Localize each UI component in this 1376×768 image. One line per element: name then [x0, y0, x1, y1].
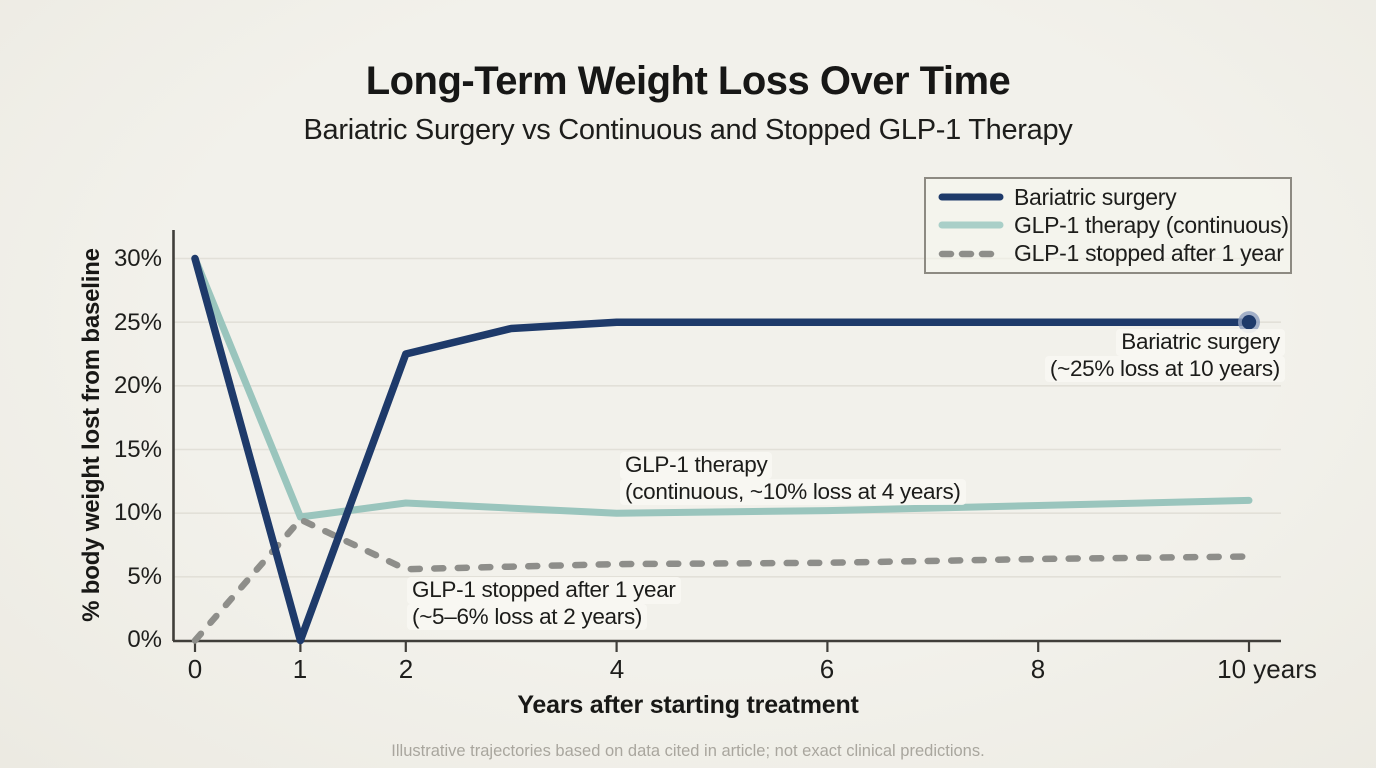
- legend: Bariatric surgery GLP-1 therapy (continu…: [924, 177, 1292, 274]
- solid-line-icon: [938, 193, 1004, 201]
- y-tick-10: 10%: [113, 499, 162, 526]
- chart-subtitle: Bariatric Surgery vs Continuous and Stop…: [303, 114, 1073, 146]
- legend-item-glp1-stopped: GLP-1 stopped after 1 year: [938, 240, 1290, 268]
- legend-item-glp1-continuous: GLP-1 therapy (continuous): [938, 211, 1290, 239]
- series-line: [191, 255, 1253, 521]
- dashed-line-icon: [938, 250, 1004, 258]
- solid-line-icon: [938, 221, 1004, 229]
- y-tick-0: 0%: [127, 626, 162, 653]
- legend-label: Bariatric surgery: [1014, 183, 1177, 210]
- x-tick-8: 8: [1030, 654, 1046, 684]
- annotation-line: (~25% loss at 10 years): [1044, 355, 1285, 382]
- annotation-glp1-stopped: GLP-1 stopped after 1 year (~5–6% loss a…: [407, 577, 681, 630]
- y-axis-title: % body weight lost from baseline: [78, 248, 105, 622]
- x-tick-6: 6: [819, 654, 835, 684]
- annotation-line: Bariatric surgery: [1116, 329, 1285, 356]
- x-tick-2: 2: [398, 654, 414, 684]
- y-tick-5: 5%: [127, 563, 162, 590]
- legend-item-bariatric: Bariatric surgery: [938, 183, 1290, 211]
- series-line: [191, 254, 1253, 645]
- x-axis-title: Years after starting treatment: [517, 691, 859, 719]
- annotation-line: GLP-1 stopped after 1 year: [407, 577, 681, 604]
- x-tick-10-years: 10 years: [1217, 654, 1317, 684]
- footer-note: Illustrative trajectories based on data …: [391, 742, 985, 760]
- annotation-glp1-continuous: GLP-1 therapy (continuous, ~10% loss at …: [620, 452, 966, 505]
- annotation-line: (~5–6% loss at 2 years): [407, 603, 648, 630]
- annotation-line: (continuous, ~10% loss at 4 years): [620, 478, 966, 505]
- y-tick-25: 25%: [113, 308, 162, 336]
- end-dot: [1241, 314, 1257, 330]
- x-tick-1: 1: [292, 654, 308, 684]
- y-tick-20: 20%: [113, 372, 162, 399]
- series-line: [191, 516, 1253, 644]
- y-tick-15: 15%: [113, 436, 162, 463]
- annotation-bariatric: Bariatric surgery (~25% loss at 10 years…: [1044, 329, 1285, 382]
- y-tick-30: 30%: [113, 245, 162, 272]
- annotation-line: GLP-1 therapy: [620, 452, 773, 479]
- x-tick-4: 4: [609, 654, 625, 684]
- x-tick-0: 0: [187, 654, 203, 684]
- legend-label: GLP-1 therapy (continuous): [1014, 211, 1289, 238]
- chart-title: Long-Term Weight Loss Over Time: [365, 59, 1011, 103]
- legend-label: GLP-1 stopped after 1 year: [1014, 240, 1284, 267]
